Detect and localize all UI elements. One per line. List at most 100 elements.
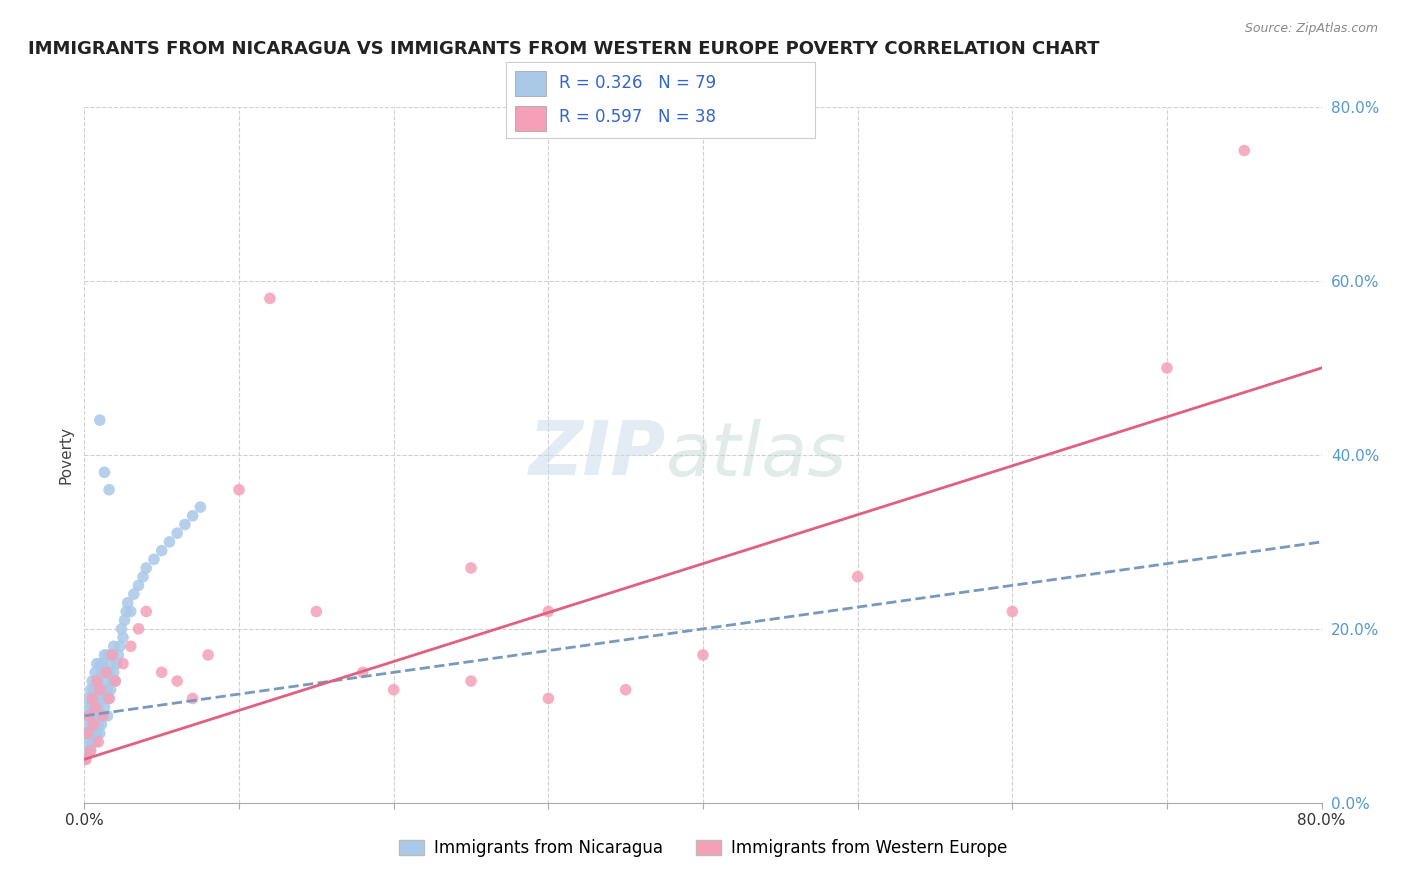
Point <box>84 717 107 731</box>
Point <box>460 561 482 575</box>
Point <box>93 648 115 662</box>
Point <box>87 735 110 749</box>
Point <box>103 639 125 653</box>
Point <box>107 648 129 662</box>
Point <box>93 674 115 689</box>
Point <box>89 682 111 697</box>
Point <box>86 726 108 740</box>
Point <box>159 534 181 549</box>
Point <box>105 657 128 671</box>
Point <box>132 570 155 584</box>
Point <box>89 708 111 723</box>
Point <box>228 483 250 497</box>
Point <box>100 682 122 697</box>
Point <box>112 631 135 645</box>
Text: Source: ZipAtlas.com: Source: ZipAtlas.com <box>1244 22 1378 36</box>
Point <box>86 657 108 671</box>
Point <box>77 700 100 714</box>
Point <box>460 674 482 689</box>
Point <box>87 700 110 714</box>
Point <box>82 691 104 706</box>
Point <box>86 708 108 723</box>
Point <box>90 691 112 706</box>
Point <box>93 700 115 714</box>
Point <box>77 708 100 723</box>
Text: R = 0.326   N = 79: R = 0.326 N = 79 <box>558 74 716 92</box>
Point <box>1156 360 1178 375</box>
Point <box>91 657 114 671</box>
Text: atlas: atlas <box>666 419 848 491</box>
Point <box>97 648 120 662</box>
Y-axis label: Poverty: Poverty <box>58 425 73 484</box>
FancyBboxPatch shape <box>516 105 547 130</box>
Point <box>128 578 150 592</box>
Point <box>83 708 105 723</box>
Point <box>79 744 101 758</box>
Point <box>122 587 145 601</box>
Point <box>89 657 111 671</box>
Point <box>100 657 122 671</box>
Point <box>93 466 115 480</box>
Point <box>90 665 112 680</box>
Point <box>846 570 869 584</box>
Text: R = 0.597   N = 38: R = 0.597 N = 38 <box>558 109 716 127</box>
Point <box>84 665 107 680</box>
Point <box>87 717 110 731</box>
Point <box>692 648 714 662</box>
Text: ZIP: ZIP <box>529 418 666 491</box>
Point <box>110 622 132 636</box>
Point <box>1001 605 1024 619</box>
Point <box>98 691 121 706</box>
Point <box>120 639 142 653</box>
Point <box>166 674 188 689</box>
Point <box>135 561 157 575</box>
Point <box>91 708 114 723</box>
Point <box>259 291 281 305</box>
Point <box>79 682 101 697</box>
Point <box>75 752 97 766</box>
Point <box>143 552 166 566</box>
Point <box>114 613 136 627</box>
Point <box>94 665 117 680</box>
Point <box>83 682 105 697</box>
Point <box>150 543 173 558</box>
Point <box>87 674 110 689</box>
Legend: Immigrants from Nicaragua, Immigrants from Western Europe: Immigrants from Nicaragua, Immigrants fr… <box>392 833 1014 864</box>
Point <box>352 665 374 680</box>
Point <box>101 648 124 662</box>
Point <box>84 735 107 749</box>
Point <box>91 682 114 697</box>
Point <box>537 605 560 619</box>
Point <box>86 674 108 689</box>
Point <box>86 682 108 697</box>
Point <box>305 605 328 619</box>
Point <box>75 726 97 740</box>
Point <box>98 483 121 497</box>
Point <box>150 665 173 680</box>
Point <box>82 674 104 689</box>
Point <box>188 500 212 514</box>
Point <box>90 717 112 731</box>
Point <box>98 691 121 706</box>
Point <box>104 674 127 689</box>
Point <box>84 700 107 714</box>
Point <box>77 735 100 749</box>
Point <box>75 752 97 766</box>
Point <box>77 717 100 731</box>
Point <box>103 665 125 680</box>
Point <box>104 674 127 689</box>
Point <box>91 708 114 723</box>
Point <box>83 726 105 740</box>
Point <box>181 508 204 523</box>
Point <box>83 717 105 731</box>
Point <box>79 744 101 758</box>
Point <box>98 665 121 680</box>
Point <box>94 691 117 706</box>
Point <box>82 735 104 749</box>
Point <box>120 605 142 619</box>
Point <box>117 596 139 610</box>
Text: IMMIGRANTS FROM NICARAGUA VS IMMIGRANTS FROM WESTERN EUROPE POVERTY CORRELATION : IMMIGRANTS FROM NICARAGUA VS IMMIGRANTS … <box>28 40 1099 58</box>
Point <box>614 682 637 697</box>
Point <box>128 622 150 636</box>
Point <box>181 691 204 706</box>
